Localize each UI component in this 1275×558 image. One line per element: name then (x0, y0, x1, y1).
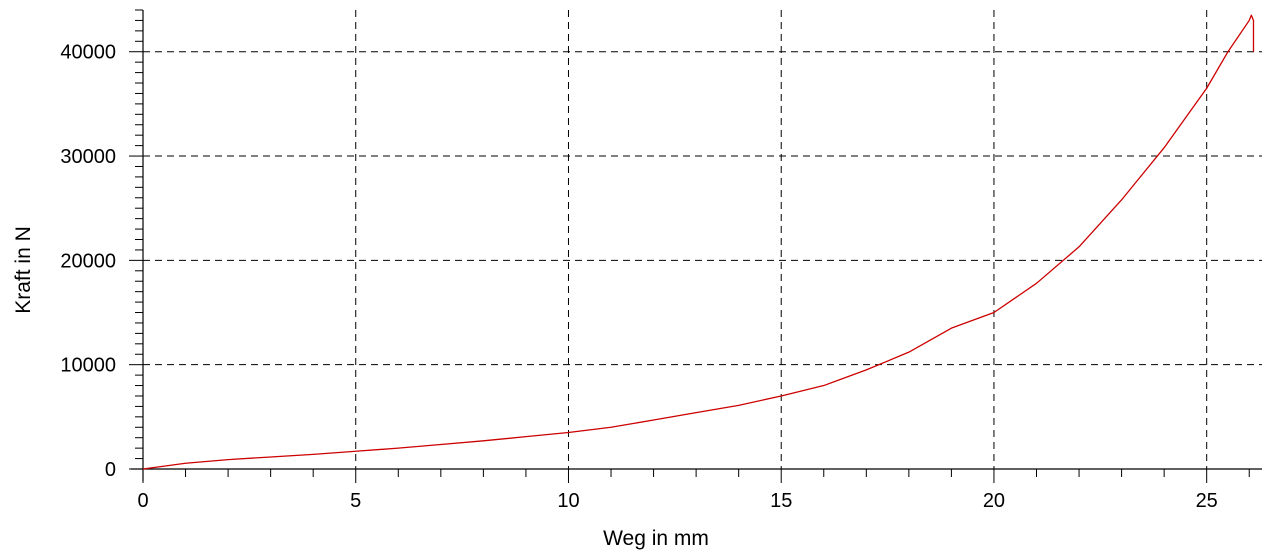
y-tick-label: 20000 (60, 250, 116, 272)
series-line (142, 14, 1255, 470)
x-tick-label: 5 (350, 490, 361, 512)
y-axis-title: Kraft in N (12, 226, 35, 314)
y-tick-label: 0 (105, 459, 116, 481)
axes-layer (131, 10, 1262, 481)
x-tick-label: 10 (557, 490, 579, 512)
x-axis-title: Weg in mm (603, 527, 709, 550)
ticks-layer (129, 9, 1250, 483)
series-layer (142, 14, 1255, 470)
tick-labels-layer: 0 5 10 15 20 25 0 10000 20000 30000 40000 (60, 42, 1217, 512)
x-tick-label: 25 (1196, 490, 1218, 512)
x-tick-label: 15 (770, 490, 792, 512)
grid-layer (143, 10, 1262, 469)
x-tick-label: 20 (983, 490, 1005, 512)
y-tick-label: 30000 (60, 146, 116, 168)
y-tick-label: 40000 (60, 42, 116, 64)
y-tick-label: 10000 (60, 355, 116, 377)
x-tick-label: 0 (137, 490, 148, 512)
